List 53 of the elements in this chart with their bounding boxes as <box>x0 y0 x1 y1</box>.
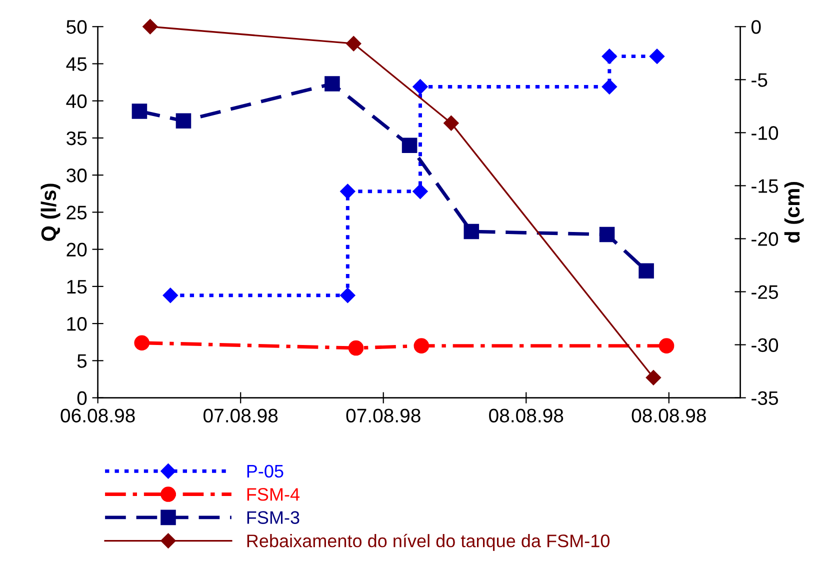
y2-tick-label: 0 <box>751 20 761 34</box>
point <box>638 263 654 278</box>
y2-tick-label: -5 <box>752 73 768 87</box>
x-tick-label: 06.08.98 <box>60 408 135 422</box>
y-tick-label: 0 <box>77 391 87 406</box>
y-tick-label: 50 <box>66 20 87 34</box>
y2-axis-title: d (cm) <box>784 182 804 243</box>
y2-tick-label: -20 <box>752 232 778 246</box>
point <box>646 370 662 386</box>
text: P-05 <box>247 464 284 478</box>
point <box>444 116 459 131</box>
y-tick-label: 35 <box>66 131 87 146</box>
point <box>348 340 364 356</box>
point <box>412 79 428 94</box>
point <box>414 338 430 354</box>
point <box>599 226 615 242</box>
y-tick-label: 20 <box>66 242 87 257</box>
point <box>602 79 617 94</box>
text: FSM-4 <box>247 488 300 501</box>
point <box>142 19 158 34</box>
y-tick-label: 10 <box>67 317 87 331</box>
point <box>162 288 178 303</box>
point <box>340 288 356 303</box>
x-tick-label: 08.08.98 <box>632 408 706 422</box>
y-tick-label: 15 <box>67 280 87 294</box>
text: Rebaixamento do nível do tanque da FSM-10 <box>247 534 610 551</box>
point <box>346 36 362 52</box>
y2-tick-label: -35 <box>752 391 778 406</box>
point <box>464 224 480 240</box>
point <box>649 48 665 64</box>
point <box>132 104 148 119</box>
text: FSM-3 <box>247 511 300 524</box>
y-tick-label: 45 <box>66 57 87 71</box>
point <box>340 184 356 199</box>
y-tick-label: 5 <box>77 354 87 368</box>
point <box>658 338 674 354</box>
y-tick-label: 25 <box>66 206 87 220</box>
x-tick-label: 08.08.98 <box>489 408 564 422</box>
y2-tick-label: -10 <box>752 126 778 140</box>
y-axis-title: Q (l/s) <box>40 184 60 241</box>
point <box>402 138 418 154</box>
point <box>602 48 617 64</box>
point <box>412 184 428 199</box>
y2-tick-label: -30 <box>752 338 778 352</box>
point <box>324 76 340 92</box>
point <box>134 335 150 350</box>
y-tick-label: 30 <box>66 168 87 182</box>
y2-tick-label: -15 <box>752 179 778 193</box>
y2-tick-label: -25 <box>752 285 778 299</box>
y-tick-label: 40 <box>66 94 87 108</box>
x-tick-label: 07.08.98 <box>204 408 278 422</box>
point <box>176 113 192 129</box>
x-tick-label: 07.08.98 <box>346 408 420 422</box>
